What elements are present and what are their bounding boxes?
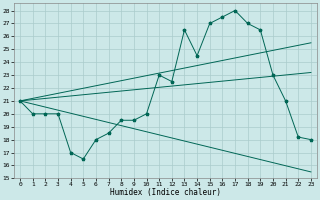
X-axis label: Humidex (Indice chaleur): Humidex (Indice chaleur) <box>110 188 221 197</box>
